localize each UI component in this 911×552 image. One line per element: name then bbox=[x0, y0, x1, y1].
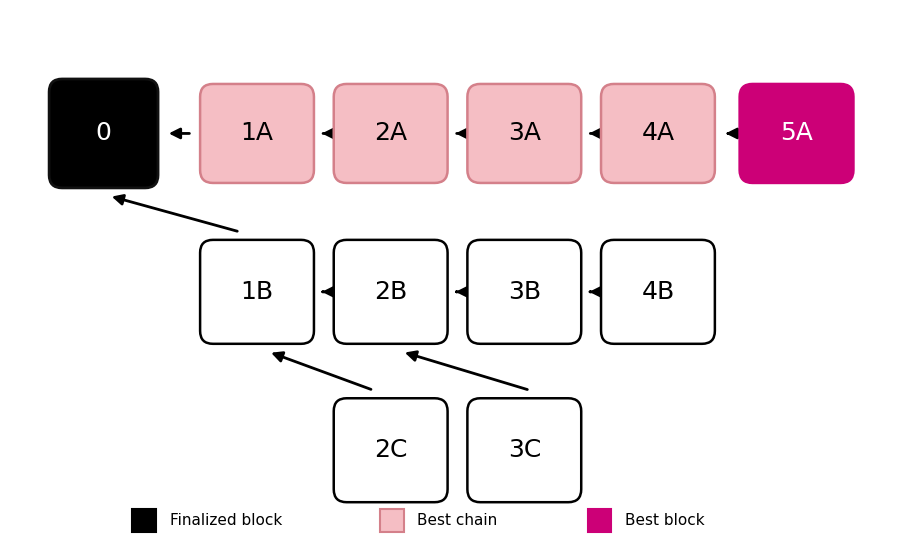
Text: Finalized block: Finalized block bbox=[169, 513, 281, 528]
Text: 1B: 1B bbox=[241, 280, 273, 304]
FancyBboxPatch shape bbox=[466, 240, 580, 344]
FancyBboxPatch shape bbox=[587, 508, 610, 532]
Text: 3C: 3C bbox=[507, 438, 540, 462]
Text: 3B: 3B bbox=[507, 280, 540, 304]
FancyBboxPatch shape bbox=[333, 84, 447, 183]
FancyBboxPatch shape bbox=[466, 398, 580, 502]
FancyBboxPatch shape bbox=[466, 84, 580, 183]
Text: Best block: Best block bbox=[625, 513, 704, 528]
Text: 4A: 4A bbox=[640, 121, 674, 145]
FancyBboxPatch shape bbox=[600, 84, 714, 183]
FancyBboxPatch shape bbox=[739, 84, 853, 183]
Text: 2B: 2B bbox=[374, 280, 407, 304]
Text: 0: 0 bbox=[96, 121, 111, 145]
Text: 1A: 1A bbox=[241, 121, 273, 145]
FancyBboxPatch shape bbox=[200, 240, 313, 344]
Text: 4B: 4B bbox=[640, 280, 674, 304]
FancyBboxPatch shape bbox=[333, 398, 447, 502]
FancyBboxPatch shape bbox=[379, 508, 403, 532]
Text: 5A: 5A bbox=[779, 121, 812, 145]
Text: 3A: 3A bbox=[507, 121, 540, 145]
FancyBboxPatch shape bbox=[132, 508, 156, 532]
FancyBboxPatch shape bbox=[200, 84, 313, 183]
FancyBboxPatch shape bbox=[49, 79, 158, 188]
Text: 2A: 2A bbox=[374, 121, 407, 145]
Text: 2C: 2C bbox=[374, 438, 407, 462]
Text: Best chain: Best chain bbox=[417, 513, 497, 528]
FancyBboxPatch shape bbox=[333, 240, 447, 344]
FancyBboxPatch shape bbox=[600, 240, 714, 344]
